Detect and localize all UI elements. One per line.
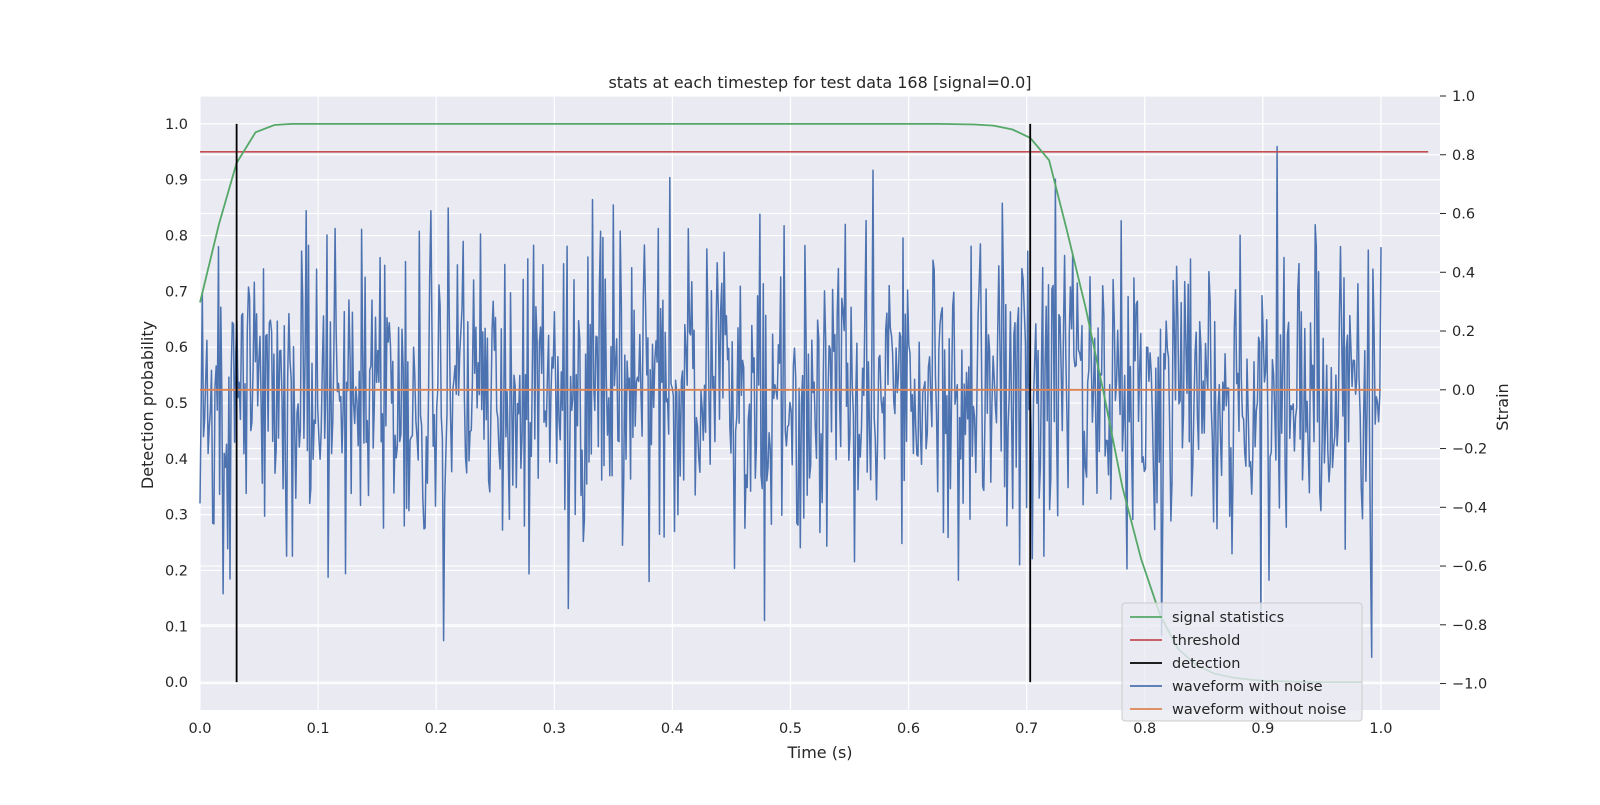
y-tick-label: 0.4: [165, 452, 188, 468]
y2-tick-label: 1.0: [1452, 89, 1475, 105]
legend-label-detection: detection: [1172, 656, 1240, 672]
y-tick-label: 0.5: [165, 396, 188, 412]
x-tick-label: 0.9: [1251, 721, 1274, 737]
y-tick-label: 1.0: [165, 117, 188, 133]
y2-tick-labels: −1.0 −0.8 −0.6 −0.4 −0.2 0.0 0.2 0.4 0.6 0.8 1.0: [1440, 89, 1487, 693]
y-tick-label: 0.9: [165, 173, 188, 189]
y2-tick-label: 0.2: [1452, 324, 1475, 340]
x-tick-label: 0.5: [779, 721, 802, 737]
y-tick-label: 0.6: [165, 340, 188, 356]
x-tick-label: 0.6: [897, 721, 920, 737]
x-tick-label: 0.7: [1015, 721, 1038, 737]
y2-tick-label: 0.0: [1452, 383, 1475, 399]
x-axis-title: Time (s): [786, 743, 852, 762]
legend-label-waveform-with-noise: waveform with noise: [1172, 679, 1323, 695]
x-tick-labels: 0.0 0.1 0.2 0.3 0.4 0.5 0.6 0.7 0.8 0.9 1.0: [188, 721, 1392, 737]
chart-title: stats at each timestep for test data 168…: [608, 73, 1031, 92]
y-tick-label: 0.3: [165, 508, 188, 524]
legend-box: [1121, 602, 1363, 722]
series-waveform-with-noise: [199, 145, 1382, 659]
x-tick-label: 0.3: [543, 721, 566, 737]
legend: signal statistics threshold detection wa…: [1121, 602, 1363, 722]
y-tick-label: 0.8: [165, 229, 188, 245]
y2-tick-label: −1.0: [1452, 677, 1487, 693]
x-tick-label: 0.1: [307, 721, 330, 737]
y-tick-label: 0.7: [165, 284, 188, 300]
x-tick-label: 0.2: [425, 721, 448, 737]
y2-tick-label: −0.4: [1452, 500, 1487, 516]
y-tick-label: 0.1: [165, 619, 188, 635]
y-axis-title: Detection probability: [138, 321, 157, 489]
y2-tick-label: 0.4: [1452, 265, 1475, 281]
x-tick-label: 1.0: [1369, 721, 1392, 737]
y2-tick-label: 0.6: [1452, 207, 1475, 223]
legend-label-waveform-without-noise: waveform without noise: [1172, 702, 1346, 718]
x-tick-label: 0.0: [188, 721, 211, 737]
x-tick-label: 0.4: [661, 721, 684, 737]
y2-tick-label: −0.8: [1452, 618, 1487, 634]
y2-tick-label: −0.2: [1452, 442, 1487, 458]
x-tick-label: 0.8: [1133, 721, 1156, 737]
y2-axis-title: Strain: [1493, 383, 1512, 430]
y-tick-label: 0.0: [165, 675, 188, 691]
y2-tick-label: 0.8: [1452, 148, 1475, 164]
y-tick-label: 0.2: [165, 563, 188, 579]
y-tick-labels: 0.0 0.1 0.2 0.3 0.4 0.5 0.6 0.7 0.8 0.9 1.0: [165, 117, 188, 691]
legend-label-threshold: threshold: [1172, 633, 1240, 649]
legend-label-signal-statistics: signal statistics: [1172, 610, 1284, 626]
y2-tick-label: −0.6: [1452, 559, 1487, 575]
